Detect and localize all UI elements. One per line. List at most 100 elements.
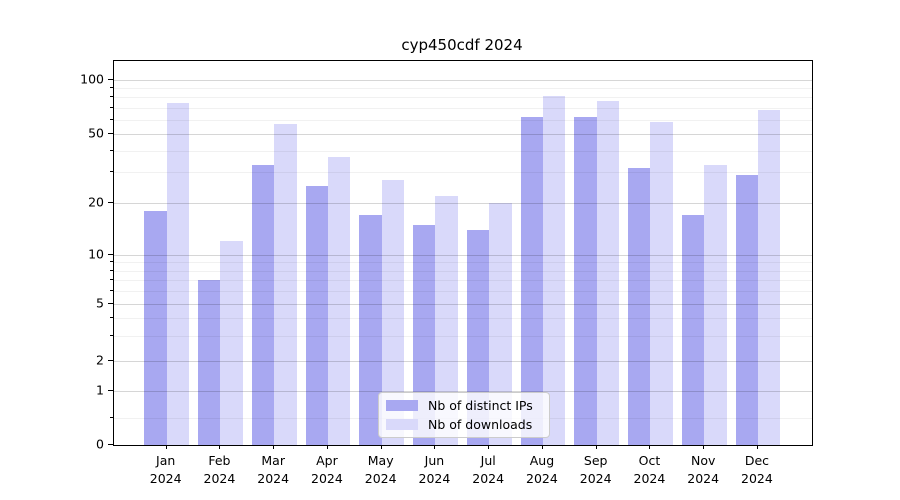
bar-downloads-mar xyxy=(274,123,297,445)
y-minor-tick-7 xyxy=(110,279,113,281)
y-minor-tick-30 xyxy=(110,171,113,173)
x-tick-year: 2024 xyxy=(203,471,236,486)
grid-line-minor-9 xyxy=(114,262,812,264)
x-tick-dec xyxy=(756,445,758,449)
x-tick-month: Dec xyxy=(744,453,770,468)
grid-line-minor-40 xyxy=(114,150,812,152)
x-tick-label-jun: Jun 2024 xyxy=(404,452,464,488)
bar-ips-jun xyxy=(413,224,436,445)
x-tick-year: 2024 xyxy=(579,471,612,486)
y-minor-tick-80 xyxy=(110,96,113,98)
x-tick-year: 2024 xyxy=(633,471,666,486)
y-minor-tick-0.5 xyxy=(110,417,113,418)
y-minor-tick-8 xyxy=(110,269,113,271)
x-tick-year: 2024 xyxy=(687,471,720,486)
x-tick-label-sep: Sep 2024 xyxy=(566,452,626,488)
legend-label-downloads: Nb of downloads xyxy=(428,417,533,432)
y-minor-tick-3 xyxy=(110,334,113,336)
legend-item-downloads: Nb of downloads xyxy=(386,417,542,432)
grid-line-minor-4 xyxy=(114,317,812,319)
x-tick-year: 2024 xyxy=(472,471,505,486)
x-tick-jul xyxy=(488,445,490,449)
bar-downloads-feb xyxy=(220,241,243,445)
y-tick-label-1: 1 xyxy=(96,382,104,398)
legend: Nb of distinct IPs Nb of downloads xyxy=(378,392,550,438)
plot-area xyxy=(113,60,813,446)
x-tick-label-may: May 2024 xyxy=(351,452,411,488)
y-tick-label-20: 20 xyxy=(88,194,104,210)
x-tick-label-mar: Mar 2024 xyxy=(243,452,303,488)
x-tick-sep xyxy=(595,445,597,449)
y-tick-20 xyxy=(108,202,113,203)
y-tick-10 xyxy=(108,254,113,255)
grid-line-minor-90 xyxy=(114,88,812,90)
x-tick-apr xyxy=(326,445,328,449)
y-minor-tick-60 xyxy=(110,118,113,120)
bar-ips-jan xyxy=(144,210,167,445)
y-tick-label-50: 50 xyxy=(88,125,104,141)
y-tick-0 xyxy=(108,444,113,445)
bar-ips-apr xyxy=(305,186,328,445)
x-tick-feb xyxy=(219,445,221,449)
bar-downloads-may xyxy=(381,180,405,445)
x-tick-year: 2024 xyxy=(364,471,397,486)
x-tick-mar xyxy=(273,445,275,449)
bar-ips-sep xyxy=(574,117,597,445)
x-tick-month: Sep xyxy=(583,453,608,468)
y-tick-5 xyxy=(108,303,113,304)
x-tick-label-apr: Apr 2024 xyxy=(297,452,357,488)
x-tick-label-jul: Jul 2024 xyxy=(458,452,518,488)
grid-line-major-5 xyxy=(114,304,812,305)
y-tick-50 xyxy=(108,133,113,134)
x-tick-oct xyxy=(649,445,651,449)
bar-ips-oct xyxy=(628,167,651,445)
legend-swatch-downloads xyxy=(386,419,418,430)
y-minor-tick-9 xyxy=(110,261,113,263)
x-tick-year: 2024 xyxy=(149,471,182,486)
x-tick-month: Apr xyxy=(316,453,338,468)
grid-line-major-50 xyxy=(114,134,812,135)
x-tick-may xyxy=(380,445,382,449)
bar-ips-mar xyxy=(251,165,275,445)
x-tick-month: May xyxy=(367,453,394,468)
bar-downloads-aug xyxy=(542,96,566,445)
y-tick-label-10: 10 xyxy=(88,246,104,262)
grid-line-minor-30 xyxy=(114,172,812,174)
grid-line-major-20 xyxy=(114,203,812,204)
chart-title: cyp450cdf 2024 xyxy=(401,36,523,54)
x-tick-month: Mar xyxy=(261,453,285,468)
bar-downloads-nov xyxy=(704,165,727,445)
x-tick-month: Jul xyxy=(480,453,496,468)
x-tick-year: 2024 xyxy=(311,471,343,486)
grid-line-minor-80 xyxy=(114,97,812,99)
x-tick-month: Jun xyxy=(424,453,445,468)
x-tick-month: Aug xyxy=(529,453,555,468)
y-tick-label-100: 100 xyxy=(80,71,104,87)
bar-ips-nov xyxy=(681,215,705,445)
grid-line-major-1 xyxy=(114,391,812,392)
x-tick-year: 2024 xyxy=(257,471,290,486)
legend-swatch-ips xyxy=(386,400,418,411)
x-tick-label-jan: Jan 2024 xyxy=(136,452,196,488)
x-tick-aug xyxy=(541,445,543,449)
y-tick-1 xyxy=(108,390,113,391)
legend-item-ips: Nb of distinct IPs xyxy=(386,398,542,413)
grid-line-major-100 xyxy=(114,80,812,81)
bar-downloads-dec xyxy=(757,110,781,445)
x-tick-nov xyxy=(703,445,705,449)
x-tick-year: 2024 xyxy=(418,471,451,486)
bar-downloads-jul xyxy=(489,203,512,445)
x-tick-label-dec: Dec 2024 xyxy=(727,452,787,488)
grid-line-minor-8 xyxy=(114,270,812,272)
y-minor-tick-70 xyxy=(110,106,113,108)
y-minor-tick-4 xyxy=(110,316,113,318)
grid-line-minor-6 xyxy=(114,291,812,293)
bar-ips-may xyxy=(359,215,382,445)
bar-downloads-jun xyxy=(435,195,458,445)
x-tick-month: Oct xyxy=(638,453,661,468)
bar-ips-jul xyxy=(466,229,490,445)
legend-label-ips: Nb of distinct IPs xyxy=(428,398,533,413)
bar-ips-dec xyxy=(735,175,758,445)
y-tick-100 xyxy=(108,79,113,80)
y-minor-tick-40 xyxy=(110,149,113,151)
